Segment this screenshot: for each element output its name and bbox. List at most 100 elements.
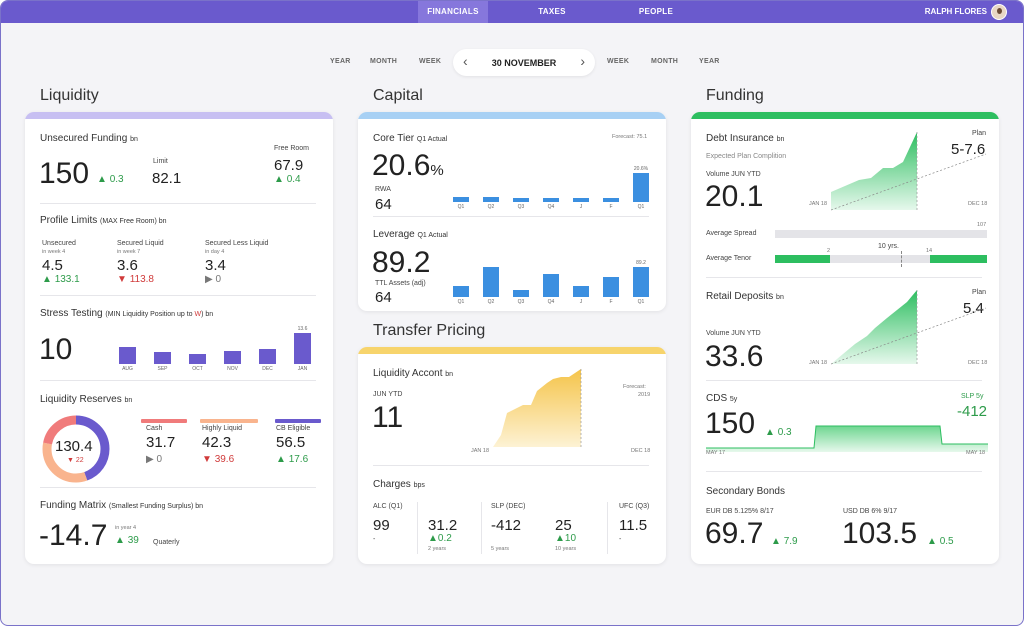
account-end-label: DEC 18 [631,448,651,454]
debt-start-label: JAN 18 [809,201,828,207]
chart-tick-label: Q4 [547,204,555,210]
ufc-sub: - [619,536,622,543]
cds-end-label: MAY 18 [966,450,986,456]
chart-bar [453,286,469,297]
profile-secured-less-value: 3.4 [205,257,226,274]
cds-start-label: MAY 17 [706,450,726,456]
debt-insurance-sub: Expected Plan Complition [706,153,787,160]
debt-insurance-title: Debt Insurance bn [706,133,785,144]
section-title-transfer-pricing: Transfer Pricing [373,322,486,339]
cds-slp-label: SLP 5y [961,393,984,400]
debt-volume-label: Volume JUN YTD [706,171,761,178]
unsecured-funding-delta: ▲ 0.3 [97,174,124,185]
avatar[interactable] [991,4,1007,20]
section-title-liquidity: Liquidity [40,87,99,104]
liquidity-reserves-title: Liquidity Reserves bn [40,394,133,405]
highly-liquid-value: 42.3 [202,434,232,451]
tenor-mid: 10 yrs. [878,243,900,250]
ttl-assets-value: 64 [375,289,392,306]
debt-end-label: DEC 18 [968,201,988,207]
stress-testing-title: Stress Testing (MIN Liquidity Position u… [40,308,214,319]
eur-bond-value: 69.7 [705,517,764,550]
reserves-total-delta: ▼ 22 [67,457,84,464]
average-tenor-label: Average Tenor [706,255,752,262]
liquidity-card: Unsecured Funding bn 150 ▲ 0.3 Limit 82.… [25,112,333,564]
chart-tick-label: Q3 [517,204,525,210]
chart-bar [603,197,619,202]
cds-area [706,426,988,452]
profile-secured-less-sub: in day 4 [205,249,225,255]
stress-testing-chart: AUG SEP OCT NOV DEC JAN 13.6 [110,324,320,374]
cds-title: CDS 5y [706,393,738,404]
alc-sub: - [373,536,376,543]
slp-value: -412 [491,517,522,534]
nav-next-month[interactable]: MONTH [651,58,679,65]
chart-tick-label: Q2 [487,299,495,305]
retail-area [831,290,917,364]
core-tier-value: 20.6% [372,149,444,182]
tab-taxes[interactable]: TAXES [538,7,566,16]
slp-10y-delta: ▲10 [555,533,577,544]
cds-delta: ▲ 0.3 [765,427,792,438]
cash-label: Cash [146,425,163,432]
debt-insurance-chart [831,132,987,211]
leverage-chart: Q1 Q2 Q3 Q4 J F Q1 89.2 [446,259,656,307]
chevron-left-icon[interactable]: ‹ [463,53,468,69]
secondary-bonds-title: Secondary Bonds [706,486,785,497]
chart-bar [633,267,649,297]
tab-financials[interactable]: FINANCIALS [418,1,488,23]
liquidity-account-value: 11 [372,401,404,434]
ufc-value: 11.5 [619,517,648,534]
current-date: 30 NOVEMBER [491,58,557,68]
chart-tick-label: SEP [157,366,168,372]
average-spread-label: Average Spread [706,230,757,237]
user-name[interactable]: RALPH FLORES [924,7,987,16]
debt-volume-value: 20.1 [705,180,764,213]
tab-people[interactable]: PEOPLE [638,7,674,16]
cb-eligible-color-bar [275,419,321,423]
nav-next-week[interactable]: WEEK [607,58,630,65]
limit-value: 82.1 [152,170,182,187]
retail-deposits-chart [831,290,987,365]
profile-secured-liquid-value: 3.6 [117,257,138,274]
retail-plan-value: 5.4 [963,300,984,317]
cb-eligible-value: 56.5 [276,434,306,451]
chart-bar [513,197,529,202]
free-room-delta: ▲ 0.4 [274,174,301,185]
usd-bond-value: 103.5 [842,517,918,550]
chart-tick-label: Q3 [517,299,525,305]
chart-tick-label: F [609,204,613,210]
donut-segment-highly-liquid [42,415,110,483]
chart-bar [294,332,311,364]
nav-prev-week[interactable]: WEEK [419,58,442,65]
forecast-label: Forecast: [623,384,646,390]
retail-plan-line [831,307,987,365]
chart-bar [543,198,559,202]
chevron-right-icon[interactable]: › [580,53,585,69]
transfer-pricing-card: Liquidity Accont bn JUN YTD 11 Forecast:… [358,347,666,564]
date-selector: ‹ 30 NOVEMBER › [453,49,595,76]
chart-tick-label: OCT [192,366,203,372]
chart-bar [543,273,559,297]
chart-tick-label: Q2 [487,204,495,210]
nav-prev-month[interactable]: MONTH [370,58,398,65]
chart-bar [259,349,276,364]
tenor-max: 14 [926,248,933,254]
profile-secured-liquid-sub: in week 7 [117,249,141,255]
slp-label: SLP (DEC) [491,503,526,510]
debt-plan-label: Plan [972,130,987,137]
liquidity-area [493,369,581,447]
unsecured-funding-title: Unsecured Funding bn [40,133,138,144]
free-room-label: Free Room [274,145,310,152]
limit-label: Limit [153,158,168,165]
liquidity-account-title: Liquidity Accont bn [373,368,454,379]
chart-tick-label: JAN [297,366,308,372]
alc-value: 99 [373,517,390,534]
alc-2y-sub: 2 years [428,546,447,552]
nav-prev-year[interactable]: YEAR [330,58,351,65]
usd-bond-delta: ▲ 0.5 [927,536,954,547]
debt-plan-line [831,153,987,211]
retail-deposits-title: Retail Deposits bn [706,291,784,302]
nav-next-year[interactable]: YEAR [699,58,720,65]
chart-bar [189,353,206,364]
